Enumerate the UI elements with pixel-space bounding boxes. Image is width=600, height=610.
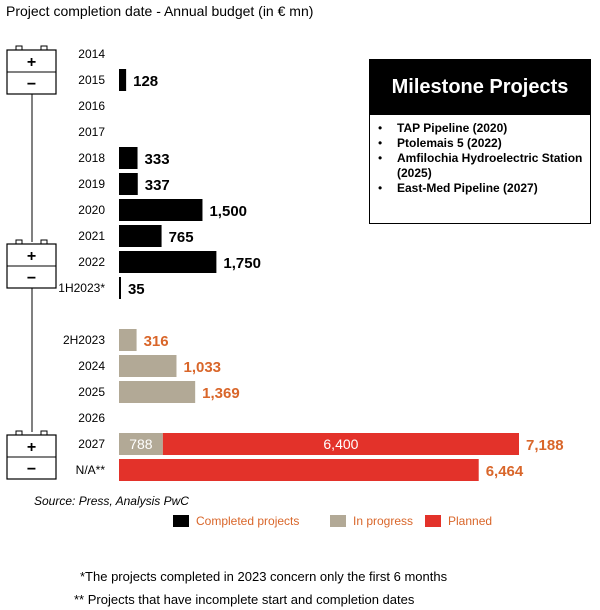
y-tick-label: 2020 bbox=[78, 203, 105, 217]
plus-sign: + bbox=[27, 54, 36, 71]
bar-segment bbox=[119, 147, 138, 169]
value-label: 333 bbox=[145, 151, 170, 168]
y-tick-label: 2014 bbox=[78, 47, 105, 61]
minus-sign: − bbox=[27, 76, 36, 93]
legend-swatch-in-progress bbox=[330, 515, 346, 527]
legend-item-planned: Planned bbox=[425, 513, 492, 529]
y-tick-label: 2018 bbox=[78, 151, 105, 165]
chart-title: Project completion date - Annual budget … bbox=[6, 3, 314, 19]
bar-segment bbox=[119, 433, 163, 455]
value-label: 128 bbox=[133, 73, 158, 90]
bar-segment bbox=[119, 277, 121, 299]
y-tick-label: 2026 bbox=[78, 411, 105, 425]
y-tick-label: 1H2023* bbox=[58, 281, 105, 295]
bar-segment bbox=[119, 355, 177, 377]
value-label: 316 bbox=[144, 333, 169, 350]
milestone-item: Ptolemais 5 (2022) bbox=[375, 136, 587, 151]
value-label: 6,464 bbox=[486, 463, 524, 480]
legend-label: Planned bbox=[448, 514, 493, 528]
footnote-1h2023: *The projects completed in 2023 concern … bbox=[80, 569, 448, 584]
y-tick-label: 2022 bbox=[78, 255, 105, 269]
value-label: 1,750 bbox=[223, 255, 261, 272]
legend-item-in-progress: In progress bbox=[330, 513, 413, 529]
y-tick-label: N/A** bbox=[76, 463, 106, 477]
battery-icon: +− bbox=[6, 430, 57, 480]
battery-icon: +− bbox=[6, 239, 57, 289]
legend-label: Completed projects bbox=[196, 514, 300, 528]
minus-sign: − bbox=[27, 461, 36, 478]
y-tick-label: 2016 bbox=[78, 99, 105, 113]
y-tick-label: 2H2023 bbox=[63, 333, 105, 347]
y-tick-label: 2017 bbox=[78, 125, 105, 139]
milestone-item: TAP Pipeline (2020) bbox=[375, 121, 587, 136]
plus-sign: + bbox=[27, 248, 36, 265]
bar-segment bbox=[119, 199, 203, 221]
bar-segment bbox=[119, 251, 217, 273]
milestone-item: East-Med Pipeline (2027) bbox=[375, 181, 587, 196]
segment-label: 6,400 bbox=[323, 436, 358, 452]
source-note: Source: Press, Analysis PwC bbox=[34, 494, 189, 508]
minus-sign: − bbox=[27, 270, 36, 287]
battery-icon: +− bbox=[6, 45, 57, 95]
value-label: 1,369 bbox=[202, 385, 240, 402]
y-tick-label: 2021 bbox=[78, 229, 105, 243]
value-label: 1,033 bbox=[183, 359, 221, 376]
bar-segment bbox=[119, 459, 479, 481]
bar-segment bbox=[119, 69, 127, 91]
y-tick-label: 2025 bbox=[78, 385, 105, 399]
segment-label: 788 bbox=[129, 436, 153, 452]
milestone-title: Milestone Projects bbox=[369, 59, 591, 115]
bar-segment bbox=[119, 173, 138, 195]
bar-segment bbox=[162, 433, 519, 455]
value-label: 35 bbox=[128, 281, 145, 298]
legend-swatch-completed bbox=[173, 515, 189, 527]
plus-sign: + bbox=[27, 439, 36, 456]
y-tick-label: 2027 bbox=[78, 437, 105, 451]
milestone-item: Amfilochia Hydroelectric Station (2025) bbox=[375, 151, 587, 181]
value-label: 1,500 bbox=[209, 203, 247, 220]
bar-segment bbox=[119, 329, 137, 351]
value-label: 765 bbox=[169, 229, 194, 246]
milestone-list: TAP Pipeline (2020) Ptolemais 5 (2022) A… bbox=[375, 121, 587, 196]
bar-segment bbox=[119, 381, 196, 403]
bar-segment bbox=[119, 225, 162, 247]
y-tick-label: 2019 bbox=[78, 177, 105, 191]
y-tick-label: 2024 bbox=[78, 359, 105, 373]
legend-item-completed: Completed projects bbox=[173, 513, 299, 529]
legend-label: In progress bbox=[353, 514, 414, 528]
value-label: 337 bbox=[145, 177, 170, 194]
y-tick-label: 2015 bbox=[78, 73, 105, 87]
footnote-na: ** Projects that have incomplete start a… bbox=[74, 592, 415, 607]
legend-swatch-planned bbox=[425, 515, 441, 527]
value-label: 7,188 bbox=[526, 437, 564, 454]
